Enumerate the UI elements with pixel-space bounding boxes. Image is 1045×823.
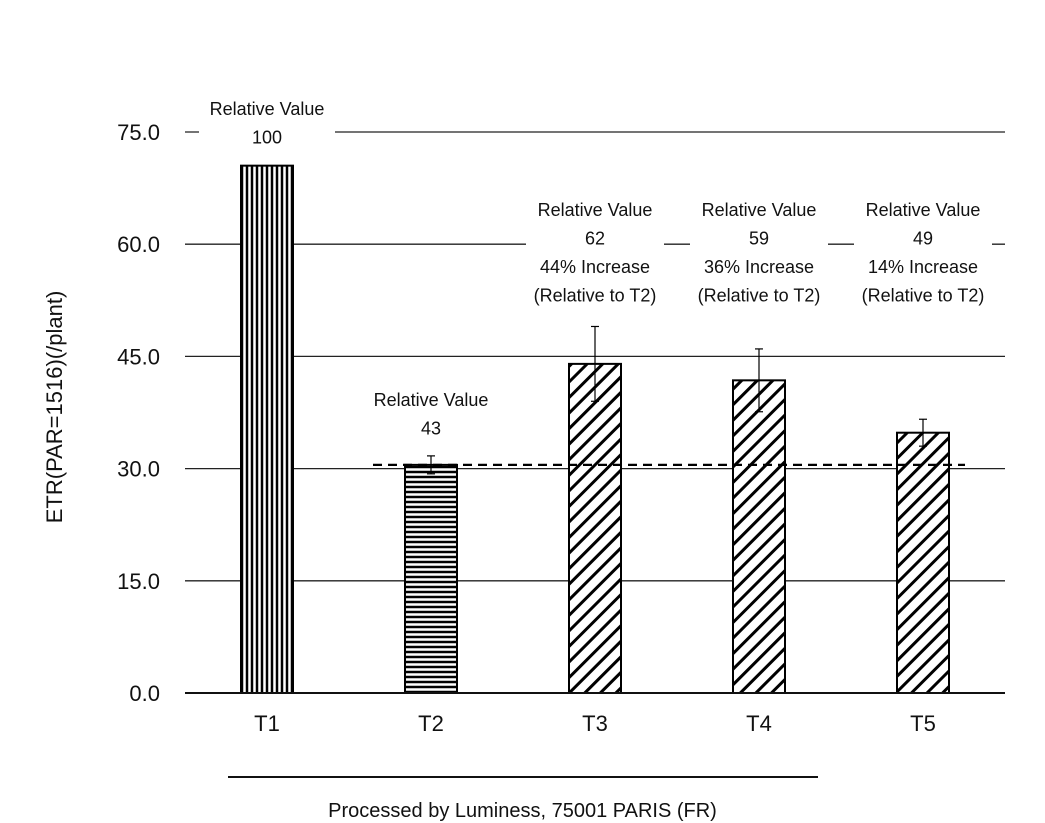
- error-bars: [427, 325, 927, 475]
- y-tick-label: 0.0: [129, 681, 160, 706]
- x-tick-label: T4: [746, 711, 772, 736]
- annotations: Relative Value 100 Relative Value 43 Relativ…: [199, 95, 992, 447]
- bar-t5: [896, 431, 950, 694]
- x-tick-label: T2: [418, 711, 444, 736]
- annotation-text: 43: [421, 419, 441, 439]
- annotation-text: Relative Value: [210, 99, 325, 119]
- annotation-text: 49: [913, 229, 933, 249]
- footer-text: Processed by Luminess, 75001 PARIS (FR): [328, 800, 717, 822]
- annotation-background: [526, 196, 664, 314]
- annotation-text: 59: [749, 229, 769, 249]
- y-tick-label: 15.0: [117, 569, 160, 594]
- annotation-background: [690, 196, 828, 314]
- bar-t1: [240, 164, 294, 695]
- annotation-text: 36% Increase: [704, 257, 814, 277]
- annotation-text: 62: [585, 229, 605, 249]
- x-tick-label: T1: [254, 711, 280, 736]
- bar-chart: Relative Value 100 Relative Value 43 Relativ…: [42, 95, 1005, 736]
- y-tick-label: 75.0: [117, 120, 160, 145]
- annotation-background: [199, 95, 335, 156]
- bar-t4: [732, 379, 786, 694]
- x-tick-label: T3: [582, 711, 608, 736]
- y-tick-label: 60.0: [117, 232, 160, 257]
- annotation-text: Relative Value: [702, 200, 817, 220]
- y-tick-label: 30.0: [117, 457, 160, 482]
- annotation-text: (Relative to T2): [698, 286, 821, 306]
- bar-t3: [568, 362, 622, 694]
- annotation-text: (Relative to T2): [534, 286, 657, 306]
- bar-t2: [404, 463, 458, 694]
- annotation-text: (Relative to T2): [862, 286, 985, 306]
- annotation-text: 100: [252, 128, 282, 148]
- annotation-background: [854, 196, 992, 314]
- y-tick-label: 45.0: [117, 344, 160, 369]
- axes: 0.0 15.0 30.0 45.0 60.0 75.0 T1 T2 T3 T4 T5: [117, 120, 1005, 736]
- y-axis-label: ETR(PAR=1516)(/plant): [42, 291, 67, 524]
- annotation-text: 14% Increase: [868, 257, 978, 277]
- x-tick-label: T5: [910, 711, 936, 736]
- annotation-text: 44% Increase: [540, 257, 650, 277]
- annotation-text: Relative Value: [538, 200, 653, 220]
- bars: [240, 164, 950, 695]
- annotation-text: Relative Value: [866, 200, 981, 220]
- footer-rule: [228, 776, 818, 778]
- annotation-background: [362, 386, 500, 447]
- annotation-text: Relative Value: [374, 390, 489, 410]
